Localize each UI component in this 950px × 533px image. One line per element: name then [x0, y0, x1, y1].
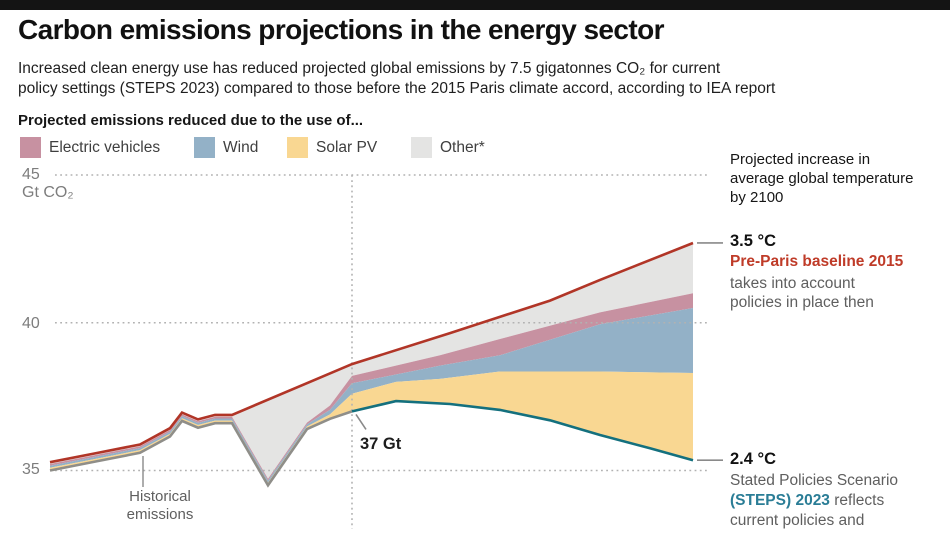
steps-2023-line — [351, 399, 694, 462]
legend-label-solar-pv: Solar PV — [316, 138, 378, 156]
legend-label-other: Other* — [440, 138, 485, 156]
steps-highlight: (STEPS) 2023 — [730, 492, 830, 509]
legend-swatch-solar-pv — [287, 137, 308, 158]
subtitle: Increased clean energy use has reduced p… — [18, 59, 775, 99]
pre-paris-desc-line-2: policies in place then — [730, 294, 874, 311]
pre-paris-baseline-line — [49, 241, 694, 464]
solar-pv-reduction-area — [50, 371, 693, 486]
electric-vehicles-reduction-area — [50, 293, 693, 481]
y-tick-40: 40 — [22, 315, 40, 332]
y-axis-unit: Gt CO₂ — [22, 184, 74, 201]
page-title: Carbon emissions projections in the ener… — [18, 14, 664, 45]
legend-label-electric-vehicles: Electric vehicles — [49, 138, 161, 156]
subtitle-line-1: Increased clean energy use has reduced p… — [18, 60, 721, 77]
steps-after: reflects — [829, 492, 885, 509]
steps-value-pointer — [355, 413, 367, 430]
subtitle-line-2: policy settings (STEPS 2023) compared to… — [18, 80, 776, 97]
temperature-heading-line-3: by 2100 — [730, 189, 784, 206]
pre-paris-desc-line-1: takes into account — [730, 275, 855, 292]
legend-item-wind: Wind — [194, 137, 258, 158]
y-tick-45: 45 — [22, 166, 40, 183]
legend-item-other: Other* — [411, 137, 485, 158]
historical-emissions-line-2: emissions — [126, 506, 194, 523]
pre-paris-description: takes into account policies in place the… — [730, 274, 945, 312]
steps-scenario-line-2: (STEPS) 2023 reflects — [730, 491, 945, 510]
temperature-heading-line-1: Projected increase in — [730, 151, 871, 168]
steps-scenario-line-1: Stated Policies Scenario — [730, 472, 899, 489]
historical-emissions-line — [49, 410, 353, 488]
legend-heading: Projected emissions reduced due to the u… — [18, 112, 364, 129]
other-reduction-area — [50, 243, 693, 479]
legend-label-wind: Wind — [223, 138, 259, 156]
legend-swatch-wind — [194, 137, 215, 158]
historical-emissions-annotation: Historical emissions — [105, 488, 215, 524]
temperature-heading-line-2: average global temperature — [730, 170, 914, 187]
y-tick-35: 35 — [22, 461, 40, 478]
steps-temperature: 2.4 °C — [730, 450, 777, 468]
legend-item-electric-vehicles: Electric vehicles — [20, 137, 160, 158]
top-bar — [0, 0, 950, 10]
temperature-heading: Projected increase in average global tem… — [730, 150, 945, 207]
steps-value-annotation: 37 Gt — [360, 435, 402, 453]
pre-paris-label: Pre-Paris baseline 2015 — [730, 253, 904, 270]
legend-swatch-electric-vehicles — [20, 137, 41, 158]
wind-reduction-area — [50, 308, 693, 483]
historical-emissions-line-1: Historical — [129, 488, 191, 505]
steps-scenario-line-3: current policies and — [730, 512, 865, 529]
pre-paris-temperature: 3.5 °C — [730, 232, 777, 250]
legend-swatch-other — [411, 137, 432, 158]
legend-item-solar-pv: Solar PV — [287, 137, 377, 158]
